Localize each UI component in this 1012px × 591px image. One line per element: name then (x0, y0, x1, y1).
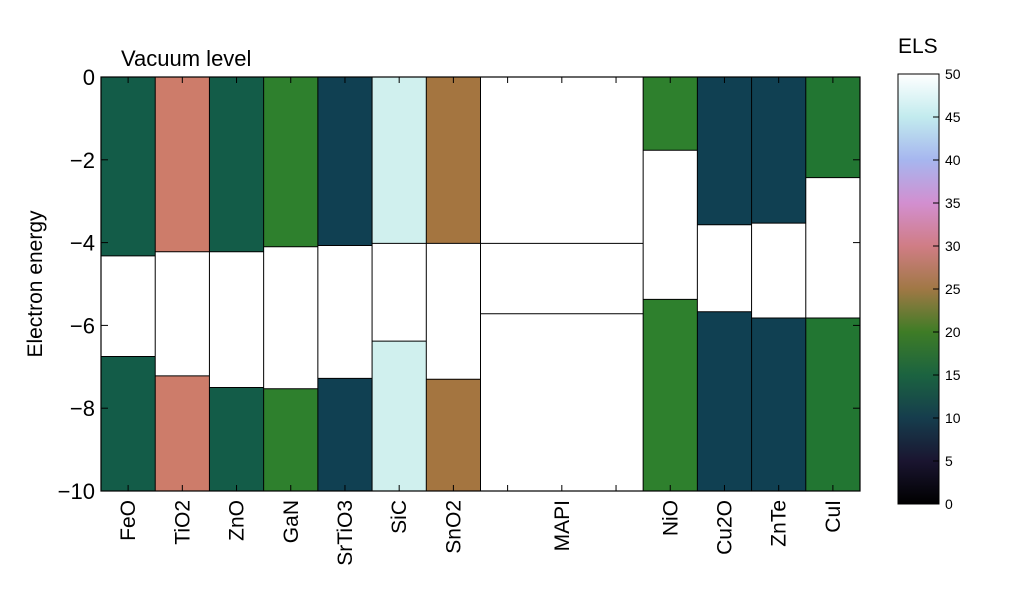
conduction-band-tio2 (155, 77, 210, 252)
plot-bars (101, 77, 860, 491)
valence-band-sic (372, 341, 427, 491)
x-tick-label-mapi: MAPI (551, 500, 574, 551)
x-ticks: FeO TiO2 ZnO GaN SrTiO3 SiC SnO2 MAPI NiO Cu2O ZnT… (117, 77, 845, 566)
x-tick-label-cui: CuI (822, 500, 845, 533)
valence-band-nio (643, 299, 698, 491)
band-gap-tio2 (155, 251, 210, 376)
conduction-band-cui (805, 77, 860, 178)
valence-band-tio2 (155, 375, 210, 491)
y-tick-label: −6 (70, 313, 95, 338)
colorbar-tick-label: 45 (945, 109, 961, 125)
x-tick-label-feo: FeO (117, 500, 140, 541)
y-tick-label: −10 (58, 479, 95, 504)
conduction-band-srtio3 (317, 77, 373, 246)
valence-band-znte (751, 317, 806, 491)
band-gap-sno2 (426, 243, 481, 380)
y-axis-label: Electron energy (24, 210, 47, 358)
valence-band-gan (263, 388, 318, 491)
valence-band-feo (101, 356, 156, 491)
x-tick-label-sno2: SnO2 (442, 500, 465, 554)
colorbar-tick-label: 0 (945, 496, 953, 512)
x-tick-label-gan: GaN (280, 500, 303, 543)
valence-band-mapi (480, 313, 644, 491)
band-gap-feo (101, 255, 156, 357)
colorbar-tick-label: 5 (945, 453, 953, 469)
y-tick-label: −8 (70, 396, 95, 421)
y-tick-label: 0 (83, 65, 95, 90)
band-gap-nio (643, 150, 698, 300)
conduction-band-sno2 (426, 77, 481, 244)
colorbar-tick-label: 15 (945, 367, 961, 383)
y-tick-label: −4 (70, 231, 95, 256)
colorbar-tick-label: 30 (945, 238, 961, 254)
band-gap-cui (805, 177, 860, 318)
colorbar-tick-label: 25 (945, 281, 961, 297)
x-tick-label-zno: ZnO (226, 500, 249, 541)
colorbar-label: ELS (898, 35, 938, 58)
valence-band-cui (805, 317, 860, 491)
band-gap-srtio3 (317, 245, 373, 379)
x-tick-label-znte: ZnTe (768, 500, 791, 547)
band-gap-gan (263, 246, 318, 389)
colorbar-tick-label: 20 (945, 324, 961, 340)
valence-band-sno2 (426, 379, 481, 491)
band-gap-mapi (480, 243, 644, 314)
conduction-band-znte (751, 77, 806, 224)
band-gap-sic (372, 243, 427, 342)
conduction-band-nio (643, 77, 698, 151)
band-gap-zno (209, 251, 264, 388)
conduction-band-gan (263, 77, 318, 247)
colorbar-tick-label: 10 (945, 410, 961, 426)
valence-band-srtio3 (317, 378, 373, 491)
colorbar (897, 73, 940, 505)
x-tick-label-tio2: TiO2 (171, 500, 194, 545)
chart-title: Vacuum level (121, 46, 251, 71)
x-tick-label-srtio3: SrTiO3 (334, 500, 357, 566)
y-tick-label: −2 (70, 148, 95, 173)
plot-separators (101, 77, 860, 491)
x-tick-label-sic: SiC (388, 500, 411, 534)
conduction-band-cu2o (697, 77, 752, 225)
band-gap-cu2o (697, 224, 752, 312)
conduction-band-zno (209, 77, 264, 252)
plot-frame (100, 76, 861, 492)
valence-band-zno (209, 387, 264, 491)
conduction-band-mapi (480, 77, 644, 244)
conduction-band-feo (101, 77, 156, 256)
colorbar-ticks: 0 5 10 15 20 25 30 35 40 45 50 (933, 66, 961, 512)
valence-band-cu2o (697, 311, 752, 491)
colorbar-tick-label: 50 (945, 66, 961, 82)
y-ticks: 0 −2 −4 −6 −8 −10 (58, 65, 860, 504)
colorbar-tick-label: 35 (945, 195, 961, 211)
x-tick-label-nio: NiO (659, 500, 682, 536)
band-gap-znte (751, 223, 806, 318)
colorbar-tick-label: 40 (945, 152, 961, 168)
conduction-band-sic (372, 77, 427, 244)
x-tick-label-cu2o: Cu2O (713, 500, 736, 555)
